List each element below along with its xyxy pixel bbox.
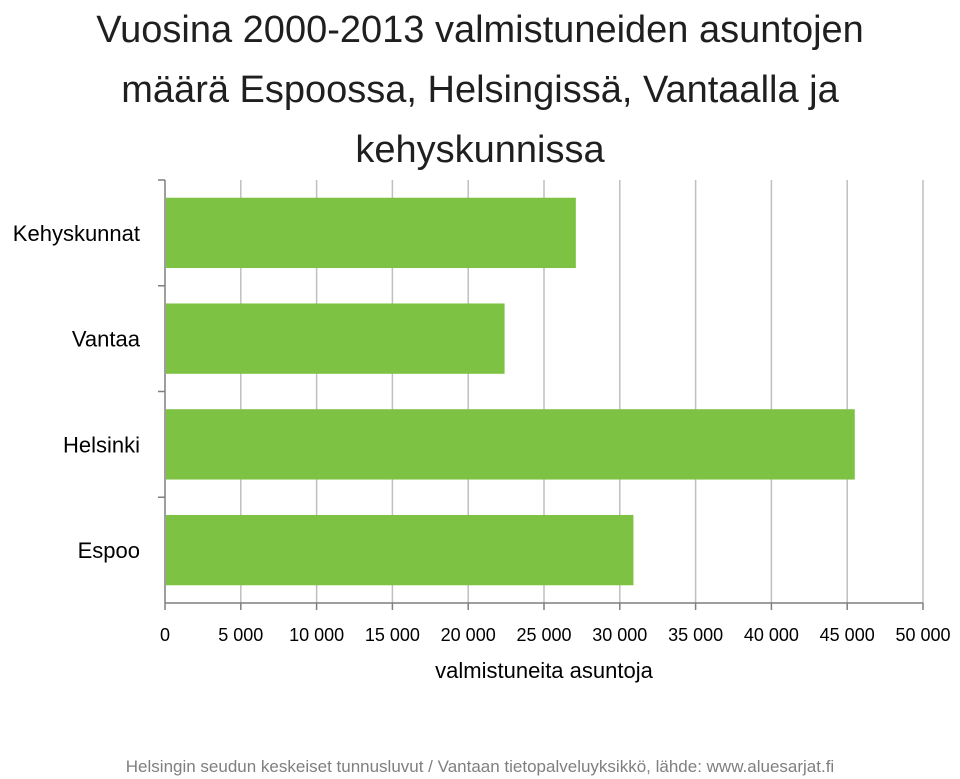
chart-title-line-1: Vuosina 2000-2013 valmistuneiden asuntoj… <box>96 9 864 51</box>
category-label-espoo: Espoo <box>78 538 140 563</box>
x-tick-label-4: 20 000 <box>441 625 496 645</box>
x-tick-label-9: 45 000 <box>820 625 875 645</box>
x-tick-label-2: 10 000 <box>289 625 344 645</box>
x-tick-label-6: 30 000 <box>592 625 647 645</box>
x-tick-label-8: 40 000 <box>744 625 799 645</box>
x-axis-title: valmistuneita asuntoja <box>435 658 653 683</box>
bar-vantaa <box>166 303 505 374</box>
x-tick-label-3: 15 000 <box>365 625 420 645</box>
x-tick-label-10: 50 000 <box>895 625 950 645</box>
bar-kehyskunnat <box>166 197 576 269</box>
x-tick-label-0: 0 <box>160 625 170 645</box>
chart-title-line-3: kehyskunnissa <box>355 129 605 171</box>
x-tick-label-7: 35 000 <box>668 625 723 645</box>
bar-espoo <box>166 514 634 586</box>
bar-helsinki <box>166 409 855 480</box>
chart-title: Vuosina 2000-2013 valmistuneiden asuntoj… <box>0 0 960 180</box>
category-label-kehyskunnat: Kehyskunnat <box>13 221 140 246</box>
source-footer: Helsingin seudun keskeiset tunnusluvut /… <box>125 757 835 776</box>
chart-title-line-2: määrä Espoossa, Helsingissä, Vantaalla j… <box>121 69 839 111</box>
x-tick-label-1: 5 000 <box>218 625 263 645</box>
category-label-helsinki: Helsinki <box>63 432 140 457</box>
x-tick-label-5: 25 000 <box>516 625 571 645</box>
category-label-vantaa: Vantaa <box>72 327 141 352</box>
